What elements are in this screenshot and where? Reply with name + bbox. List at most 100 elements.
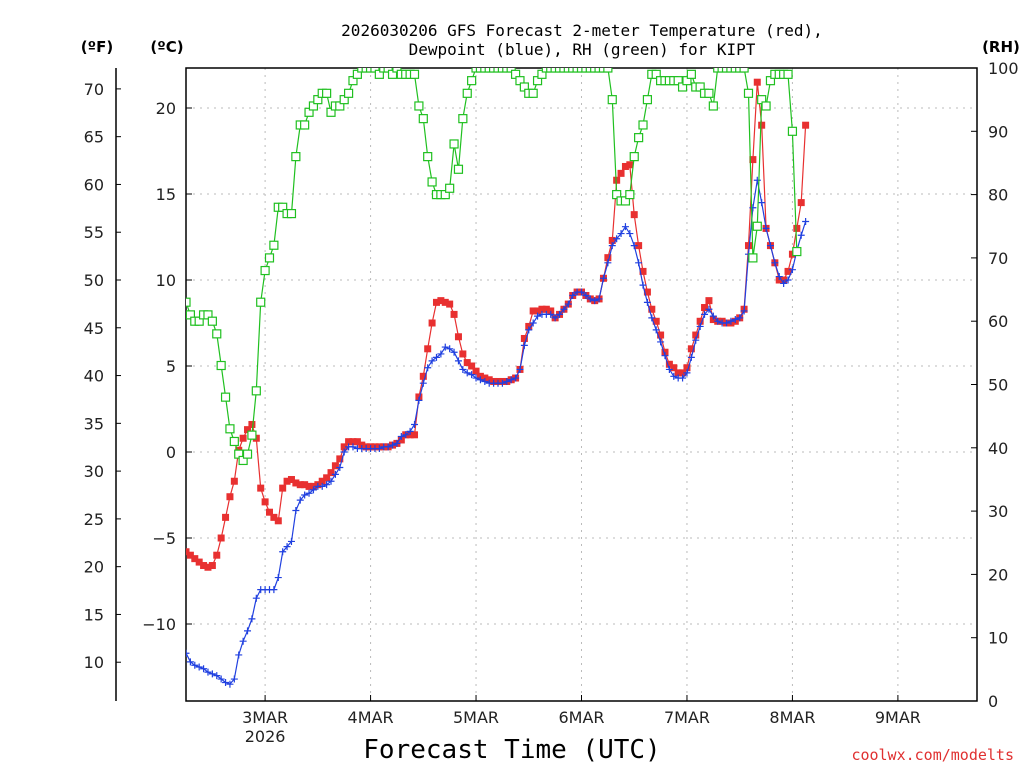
temperature-point xyxy=(336,455,344,463)
dewpoint-point xyxy=(195,663,203,671)
dewpoint-point xyxy=(797,231,805,239)
temperature-point xyxy=(428,319,436,327)
tick-labels: 10 15 20 25 30 35 40 45 50 55 60 65 70 −10 −5 0 5 10 15 20 0… xyxy=(84,59,1019,746)
rh-point xyxy=(453,164,464,174)
rh-tick-label: 80 xyxy=(988,186,1008,205)
dewpoint-point xyxy=(331,470,339,478)
dewpoint-point xyxy=(476,376,484,384)
temperature-point xyxy=(450,310,458,318)
temperature-point xyxy=(279,484,287,492)
dewpoint-point xyxy=(582,291,590,299)
dewpoint-point xyxy=(771,259,779,267)
dewpoint-point xyxy=(498,379,506,387)
dewpoint-point xyxy=(472,374,480,382)
f-tick-label: 50 xyxy=(84,271,104,290)
dewpoint-point xyxy=(586,295,594,303)
temperature-point xyxy=(529,307,537,315)
f-tick-label: 10 xyxy=(84,653,104,672)
dewpoint-point xyxy=(657,338,665,346)
c-tick-label: 15 xyxy=(156,185,176,204)
dewpoint-point xyxy=(349,443,357,451)
c-tick-label: 0 xyxy=(166,443,176,462)
dewpoint-point xyxy=(507,376,515,384)
temperature-point xyxy=(270,513,278,521)
temperature-point xyxy=(200,562,208,570)
rh-point xyxy=(607,95,617,105)
dewpoint-point xyxy=(788,266,796,274)
rh-point xyxy=(212,329,222,339)
credit-link[interactable]: coolwx.com/modelts xyxy=(851,746,1014,764)
temperature-point xyxy=(441,298,449,306)
rh-point xyxy=(449,139,459,149)
chart-title-line2: Dewpoint (blue), RH (green) for KIPT xyxy=(409,40,756,59)
temperature-point xyxy=(670,364,678,372)
dewpoint-point xyxy=(318,482,326,490)
dewpoint-point xyxy=(727,317,735,325)
rh-point xyxy=(264,253,275,263)
temperature-point xyxy=(784,267,792,275)
dewpoint-point xyxy=(274,574,282,582)
rh-point xyxy=(761,101,771,111)
rh-point xyxy=(286,208,297,219)
temperature-point xyxy=(340,443,348,451)
rh-point xyxy=(445,183,455,193)
dewpoint-point xyxy=(749,204,757,212)
dewpoint-point xyxy=(740,307,748,315)
dewpoint-point xyxy=(547,310,555,318)
x-axis-label: Forecast Time (UTC) xyxy=(363,735,660,765)
rh-point xyxy=(708,101,718,111)
dewpoint-point xyxy=(604,259,612,267)
dewpoint-point xyxy=(643,298,651,306)
rh-tick-label: 40 xyxy=(988,439,1008,458)
dewpoint-point xyxy=(621,223,629,231)
x-tick-label: 9MAR xyxy=(875,708,921,727)
rh-point xyxy=(634,133,644,143)
rh-point xyxy=(792,246,802,257)
rh-point xyxy=(625,190,635,200)
temperature-point xyxy=(301,481,309,489)
dewpoint-point xyxy=(239,637,247,645)
temperature-point xyxy=(657,331,665,339)
dewpoint-point xyxy=(384,443,392,451)
dewpoint-point xyxy=(244,627,252,635)
axes xyxy=(115,67,978,702)
dewpoint-point xyxy=(459,365,467,373)
dewpoint-point xyxy=(665,365,673,373)
rh-point xyxy=(229,436,239,447)
dewpoint-point xyxy=(639,281,647,289)
rh-point xyxy=(423,152,433,162)
rh-point xyxy=(783,69,793,79)
temperature-point xyxy=(191,555,199,563)
dewpoint-point xyxy=(301,491,309,499)
temperature-point xyxy=(472,367,480,375)
dewpoint-point xyxy=(723,319,731,327)
dewpoint-point xyxy=(551,314,559,322)
dewpoint-point xyxy=(186,649,190,657)
temperature-point xyxy=(305,482,313,490)
dewpoint-point xyxy=(736,314,744,322)
rh-unit-label: (RH) xyxy=(982,38,1020,56)
dewpoint-point xyxy=(402,431,410,439)
rh-point xyxy=(462,88,472,98)
dewpoint-point xyxy=(419,379,427,387)
temperature-point xyxy=(652,317,660,325)
dewpoint-point xyxy=(450,348,458,356)
dewpoint-point xyxy=(556,310,564,318)
dewpoint-point xyxy=(296,496,304,504)
rh-point xyxy=(743,88,754,98)
temperature-point xyxy=(626,161,634,169)
f-tick-label: 20 xyxy=(84,558,104,577)
temperature-point xyxy=(230,477,238,485)
dewpoint-point xyxy=(784,276,792,284)
temperature-point xyxy=(648,305,656,313)
temperature-point xyxy=(665,360,673,368)
temperature-point xyxy=(454,333,462,341)
dewpoint-point xyxy=(775,273,783,281)
series-temperature xyxy=(186,78,810,571)
c-tick-label: 20 xyxy=(156,99,176,118)
temperature-point xyxy=(186,551,194,559)
dewpoint-point xyxy=(529,319,537,327)
dewpoint-point xyxy=(635,259,643,267)
f-tick-label: 15 xyxy=(84,605,104,624)
temperature-point xyxy=(542,305,550,313)
